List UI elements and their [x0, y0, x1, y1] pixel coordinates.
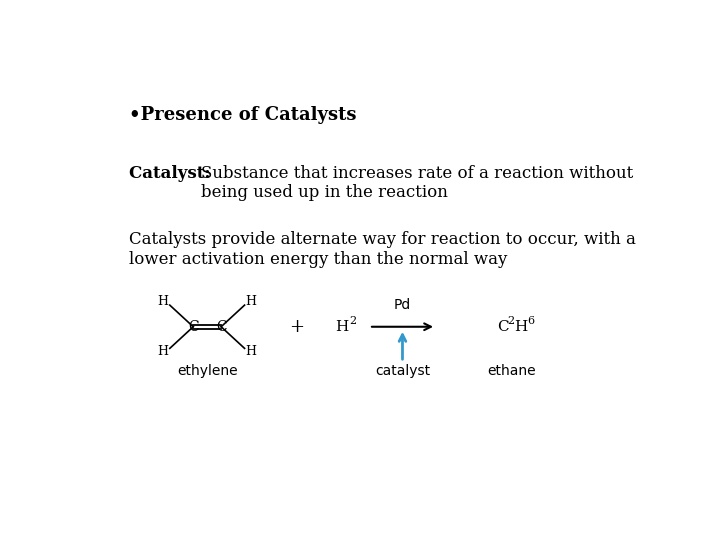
Text: catalyst: catalyst: [375, 364, 430, 378]
Text: C: C: [498, 320, 509, 334]
Text: C: C: [216, 320, 227, 334]
Text: ethane: ethane: [487, 364, 536, 378]
Text: H: H: [246, 295, 257, 308]
Text: +: +: [289, 318, 304, 336]
Text: 6: 6: [528, 315, 534, 326]
Text: H: H: [514, 320, 527, 334]
Text: Catalyst:: Catalyst:: [129, 165, 222, 181]
Text: H: H: [336, 320, 348, 334]
Text: •Presence of Catalysts: •Presence of Catalysts: [129, 106, 356, 124]
Text: H: H: [158, 295, 168, 308]
Text: Catalysts provide alternate way for reaction to occur, with a
lower activation e: Catalysts provide alternate way for reac…: [129, 231, 636, 268]
Text: 2: 2: [349, 315, 356, 326]
Text: Substance that increases rate of a reaction without
being used up in the reactio: Substance that increases rate of a react…: [201, 165, 634, 201]
Text: C: C: [188, 320, 199, 334]
Text: ethylene: ethylene: [177, 364, 238, 378]
Text: 2: 2: [508, 315, 515, 326]
Text: H: H: [246, 345, 257, 358]
Text: H: H: [158, 345, 168, 358]
Text: Pd: Pd: [394, 298, 411, 312]
